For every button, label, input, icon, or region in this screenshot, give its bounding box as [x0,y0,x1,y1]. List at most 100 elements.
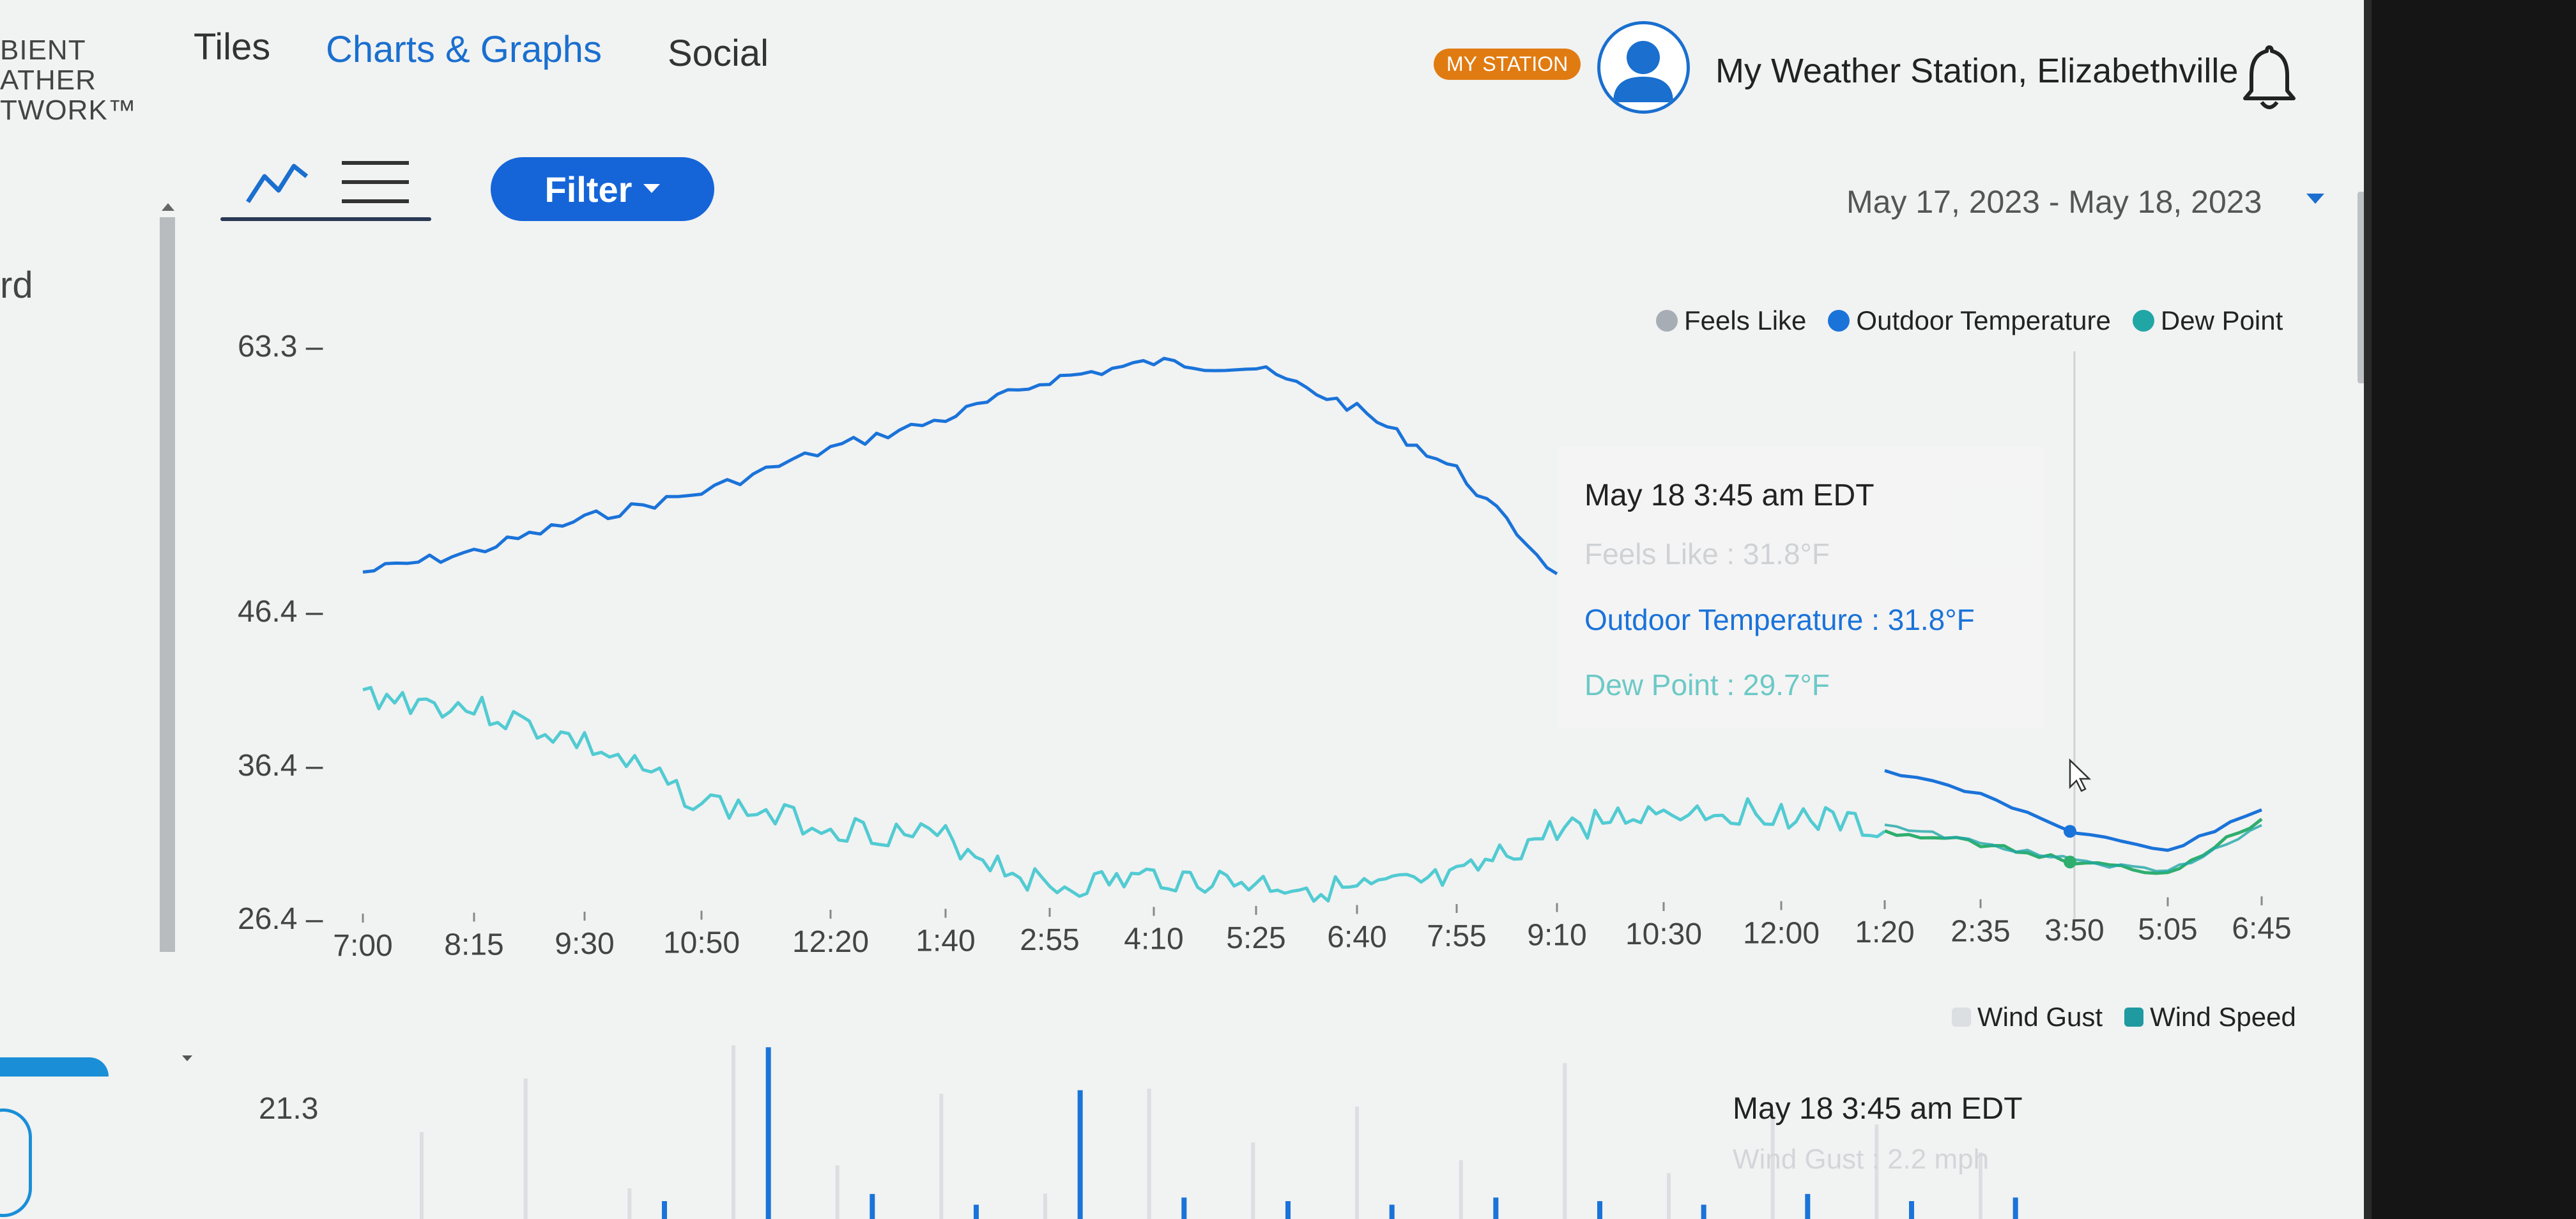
wind-gust-bar [1147,1089,1151,1219]
wind-speed-bar [1909,1201,1914,1219]
legend-item[interactable]: Outdoor Temperature [1828,305,2111,336]
wind-speed-bar [1701,1204,1706,1219]
wind-gust-bar [1355,1107,1359,1219]
tooltip-outdoor-temperature: Outdoor Temperature : 31.8°F [1584,603,1975,636]
wind-tooltip-gust: Wind Gust : 2.2 mph [1733,1144,1989,1175]
dew-point-point [2064,855,2076,869]
wind-speed-bar [1597,1201,1602,1219]
x-tick-label: 8:15 [444,928,503,962]
user-icon [1613,41,1673,102]
x-tick-label: 10:50 [663,926,740,960]
legend-swatch [2124,1008,2144,1027]
wind-speed-bar [1389,1204,1395,1219]
wind-gust-bar [420,1132,424,1219]
list-view-icon[interactable] [342,158,409,207]
x-tick-label: 1:20 [1855,916,1914,949]
bell-icon[interactable] [2242,42,2296,112]
x-tick-label: 12:20 [792,925,869,959]
wind-speed-bar [662,1201,667,1219]
mouse-cursor-icon [2069,758,2092,792]
wind-speed-bar [1805,1193,1811,1219]
y-tick-label: 26.4 – [238,902,323,936]
caret-down-icon[interactable] [182,1055,192,1061]
filter-label: Filter [544,169,632,210]
wind-gust-bar [523,1078,528,1219]
temperature-legend: Feels Like Outdoor Temperature Dew Point [1656,305,2283,336]
x-tick-label: 2:55 [1020,923,1079,957]
active-view-underline [220,217,431,221]
legend-label: Outdoor Temperature [1856,305,2111,335]
wind-gust-bar [1770,1112,1775,1219]
x-tick-label: 2:35 [1951,915,2010,949]
x-tick-label: 9:30 [555,927,614,961]
x-tick-label: 3:50 [2044,914,2104,947]
wind-speed-bar [2012,1197,2018,1219]
wind-gust-bar [1979,1153,1982,1219]
chevron-down-icon [643,184,661,193]
legend-label: Dew Point [2160,305,2283,335]
station-name[interactable]: My Weather Station, Elizabethville [1715,52,2239,90]
my-station-badge[interactable]: MY STATION [1434,49,1581,80]
legend-swatch [1828,310,1850,332]
wind-speed-bar [1285,1201,1291,1219]
x-tick-label: 6:45 [2232,912,2291,946]
wind-gust-bar [1043,1193,1047,1219]
nav-social[interactable]: Social [668,33,769,74]
legend-item[interactable]: Wind Gust [1952,1002,2103,1032]
line-chart-view-icon[interactable] [243,157,313,208]
wind-gust-bar [835,1165,839,1219]
date-range-picker[interactable]: May 17, 2023 - May 18, 2023 [1846,184,2262,220]
tooltip-dew-point: Dew Point : 29.7°F [1584,668,1830,702]
wind-speed-bar [974,1204,979,1219]
nav-charts-graphs[interactable]: Charts & Graphs [326,29,602,70]
wind-gust-bar [732,1045,735,1219]
wind-speed-bar [765,1047,771,1219]
x-tick-label: 7:55 [1427,919,1486,953]
wind-speed-bar [870,1193,875,1219]
date-range-caret-icon[interactable] [2306,194,2324,204]
wind-gust-bar [1251,1142,1255,1219]
legend-label: Feels Like [1684,305,1807,335]
wind-gust-bar [627,1188,632,1219]
x-tick-label: 4:10 [1124,923,1183,956]
x-tick-label: 12:00 [1743,917,1820,951]
legend-label: Wind Gust [1977,1002,2103,1032]
temperature-chart[interactable]: 63.3 – 46.4 – 36.4 – 26.4 – 7:00 8:15 9:30 10:5… [0,0,2372,1219]
brand-line: TWORK™ [0,95,137,126]
x-tick-label: 9:10 [1527,919,1586,953]
wind-gust-bar [1874,1124,1879,1219]
left-scrollbar[interactable] [160,217,175,952]
avatar[interactable] [1597,21,1690,114]
legend-swatch [1952,1008,1971,1027]
wind-speed-bar [1181,1197,1187,1219]
legend-swatch [2132,310,2154,332]
wind-speed-bar [1493,1197,1499,1219]
x-tick-label: 5:25 [1226,921,1285,955]
wind-y-tick-label: 21.3 [259,1092,319,1126]
sidebar-item-partial[interactable]: rd [0,264,33,306]
brand-line: ATHER [0,65,96,96]
monitor-bezel [2372,0,2576,1219]
wind-gust-bar [1563,1063,1567,1219]
nav-tiles[interactable]: Tiles [194,26,271,68]
filter-button[interactable]: Filter [491,157,714,221]
legend-label: Wind Speed [2150,1002,2296,1032]
x-tick-label: 6:40 [1327,921,1386,954]
scroll-up-icon[interactable] [162,203,174,211]
screen: BIENT ATHER TWORK™ Tiles Charts & Graphs… [0,0,2372,1219]
view-toggle [220,153,431,224]
outdoor-temperature-point [2064,825,2076,838]
legend-item[interactable]: Wind Speed [2124,1002,2296,1032]
legend-item[interactable]: Dew Point [2132,305,2283,336]
wind-gust-bar [939,1094,944,1219]
sidebar-active-tab[interactable] [0,1057,109,1077]
tooltip-feels-like: Feels Like : 31.8°F [1584,537,1830,571]
tooltip-title: May 18 3:45 am EDT [1584,479,1874,512]
y-tick-label: 46.4 – [238,595,323,629]
chart-tooltip: May 18 3:45 am EDT Feels Like : 31.8°F O… [1559,447,2044,728]
x-tick-label: 7:00 [333,929,392,963]
brand-logo-text[interactable]: BIENT ATHER TWORK™ [0,35,137,125]
legend-item[interactable]: Feels Like [1656,305,1806,336]
y-tick-label: 36.4 – [238,749,323,783]
y-tick-label: 63.3 – [238,330,323,364]
